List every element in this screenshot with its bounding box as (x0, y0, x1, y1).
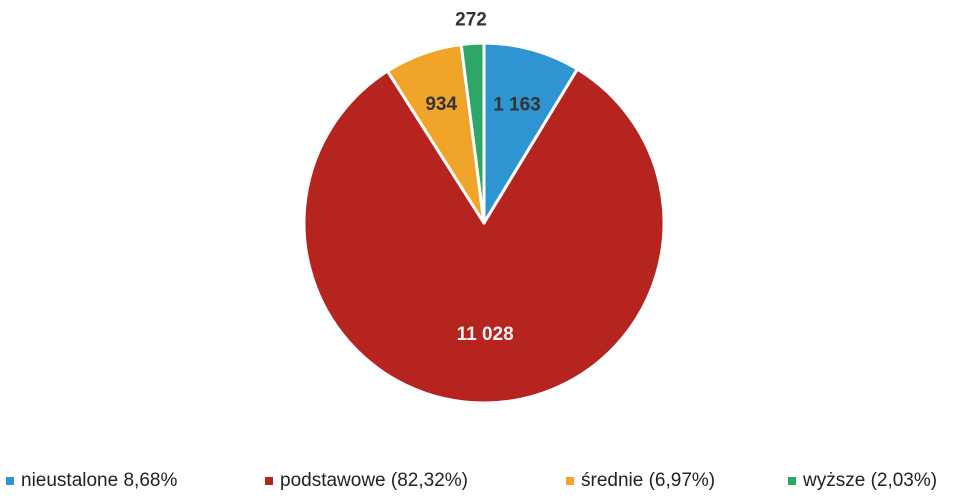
pie-value-labels: 1 163 11 028 934 272 (425, 10, 540, 346)
pie-value-label-wyzsze: 272 (455, 10, 487, 31)
legend-swatch-srednie (566, 477, 574, 485)
legend-item-nieustalone: nieustalone 8,68% (6, 470, 177, 492)
pie-value-label-podstawowe: 11 028 (457, 324, 514, 345)
legend-label-wyzsze: wyższe (2,03%) (803, 470, 938, 491)
legend-label-nieustalone: nieustalone 8,68% (21, 470, 178, 491)
pie-slice-nieustalone (482, 41, 579, 225)
pie-slice-podstawowe (302, 67, 666, 405)
legend-label-podstawowe: podstawowe (82,32%) (280, 470, 468, 491)
legend-item-wyzsze: wyższe (2,03%) (788, 470, 937, 492)
legend: nieustalone 8,68% podstawowe (82,32%) śr… (0, 470, 966, 496)
pie-value-label-nieustalone: 1 163 (493, 95, 541, 116)
legend-label-srednie: średnie (6,97%) (581, 470, 716, 491)
legend-swatch-wyzsze (788, 477, 796, 485)
legend-item-srednie: średnie (6,97%) (566, 470, 715, 492)
pie-slice-wyzsze (459, 41, 486, 225)
pie-slices (302, 41, 666, 405)
legend-swatch-podstawowe (265, 477, 273, 485)
legend-swatch-nieustalone (6, 477, 14, 485)
chart-area: 1 163 11 028 934 272 (302, 10, 666, 405)
pie-value-label-srednie: 934 (425, 94, 457, 115)
legend-item-podstawowe: podstawowe (82,32%) (265, 470, 468, 492)
pie-chart: 1 163 11 028 934 272 (302, 10, 666, 405)
